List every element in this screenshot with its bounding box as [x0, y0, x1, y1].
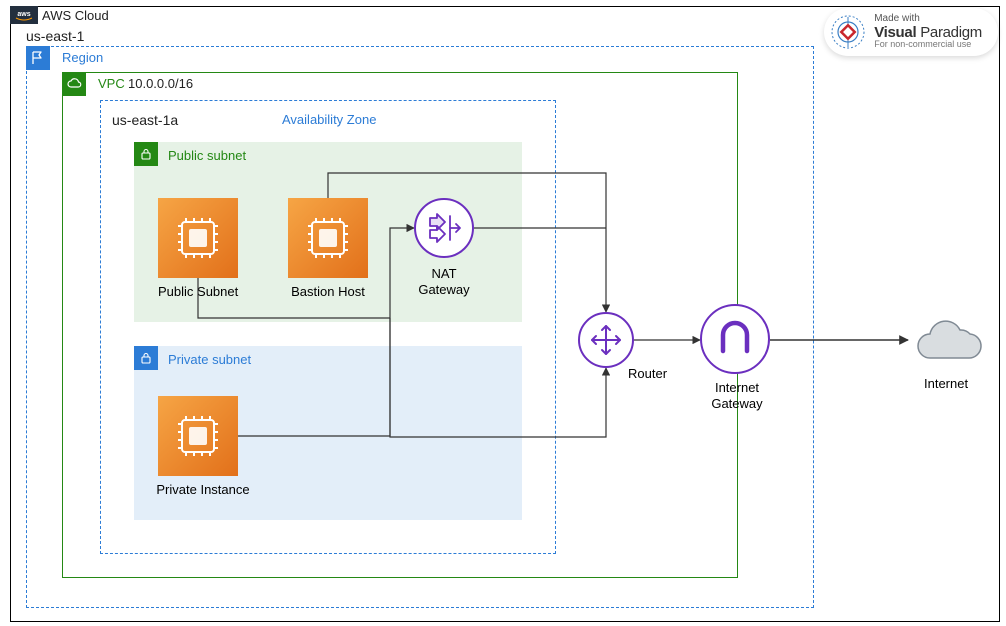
- router-label: Router: [628, 366, 667, 381]
- public-subnet-label: Public subnet: [168, 148, 246, 163]
- node-public-subnet-ec2: [158, 198, 238, 278]
- public-subnet-ec2-label: Public Subnet: [158, 284, 238, 299]
- node-bastion-host: [288, 198, 368, 278]
- vp-logo-icon: [830, 14, 866, 50]
- watermark-product: Visual Paradigm: [874, 25, 982, 41]
- private-subnet-label: Private subnet: [168, 352, 251, 367]
- aws-cloud-label: AWS Cloud: [42, 8, 109, 23]
- vpc-prefix: VPC: [98, 76, 125, 91]
- node-router: [578, 312, 634, 368]
- nat-gateway-label: NAT Gateway: [408, 266, 480, 299]
- igw-label: Internet Gateway: [704, 380, 770, 413]
- private-instance-label: Private Instance: [148, 482, 258, 497]
- region-flag-icon: [26, 46, 50, 70]
- bastion-host-label: Bastion Host: [284, 284, 372, 299]
- internet-label: Internet: [924, 376, 968, 391]
- region-label: Region: [62, 50, 103, 65]
- az-right-label: Availability Zone: [282, 112, 376, 127]
- svg-text:aws: aws: [17, 11, 30, 18]
- node-igw: [700, 304, 770, 374]
- watermark: Made with Visual Paradigm For non-commer…: [824, 8, 998, 56]
- watermark-sub: For non-commercial use: [874, 40, 982, 49]
- az-label: us-east-1a: [112, 112, 178, 128]
- node-nat-gateway: [414, 198, 474, 258]
- node-internet: [910, 318, 988, 368]
- region-sublabel: us-east-1: [26, 28, 84, 44]
- private-subnet-lock-icon: [134, 346, 158, 370]
- vpc-cidr: 10.0.0.0/16: [128, 76, 193, 91]
- node-private-instance: [158, 396, 238, 476]
- public-subnet-lock-icon: [134, 142, 158, 166]
- vpc-cloud-icon: [62, 72, 86, 96]
- aws-logo-badge: aws: [10, 6, 38, 24]
